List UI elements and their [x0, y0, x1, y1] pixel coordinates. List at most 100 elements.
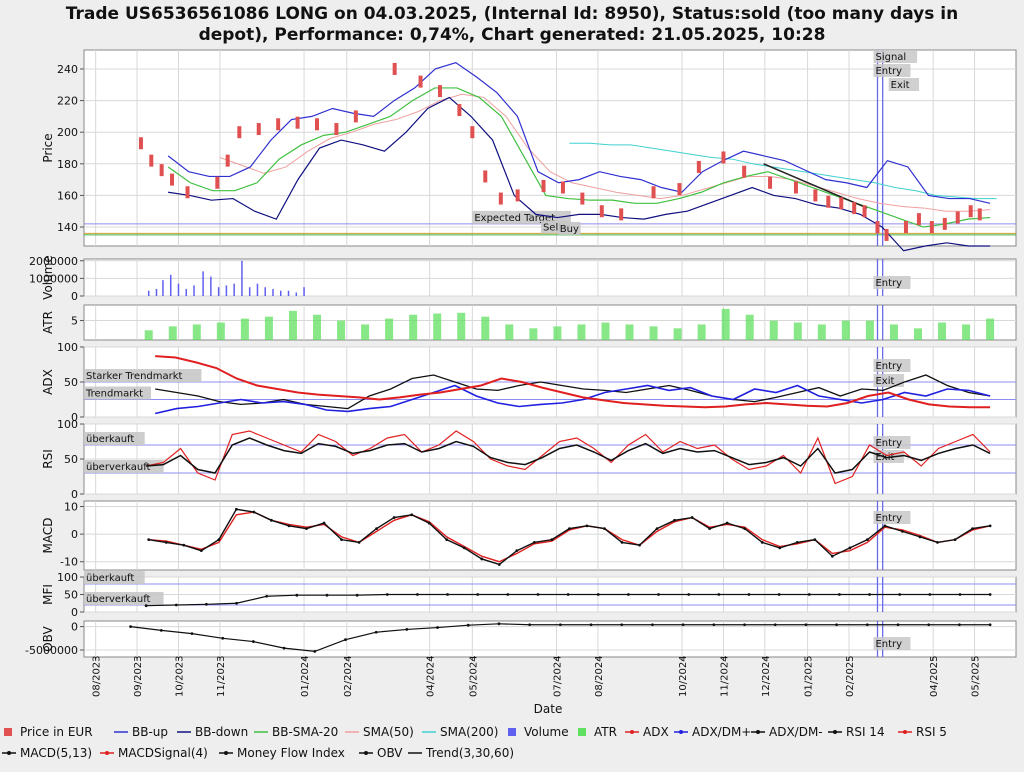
signal-label-bg	[873, 436, 911, 449]
legend-label: ADX/DM+	[692, 725, 751, 739]
x-tick-label: 08/2024	[594, 655, 605, 697]
obv-dot	[651, 623, 654, 627]
price-candle	[295, 116, 300, 129]
price-candle	[852, 202, 857, 215]
macd-dot	[830, 554, 834, 558]
price-candle	[138, 137, 143, 150]
atr-bar	[409, 314, 418, 340]
x-tick-label: 04/2025	[929, 655, 940, 697]
y-tick-label: 50	[64, 453, 78, 466]
x-tick-label: 04/2024	[426, 655, 437, 697]
price-candle	[742, 165, 747, 178]
price-candle	[560, 181, 565, 194]
legend-item: BB-up	[114, 725, 168, 739]
plot-area	[83, 258, 1017, 297]
y-axis-label: MACD	[41, 518, 55, 554]
trend-line	[763, 163, 868, 209]
price-candle	[696, 160, 701, 173]
legend-label: RSI 5	[916, 725, 947, 739]
x-axis-title: Date	[534, 702, 563, 716]
price-candle	[580, 192, 585, 205]
macd-dot	[287, 524, 291, 528]
price-candle	[418, 75, 423, 88]
atr-bar	[481, 316, 490, 340]
obv-dot	[497, 622, 501, 626]
legend-swatch-dot	[756, 730, 760, 734]
level-label: Sell	[543, 222, 561, 233]
atr-bar	[962, 324, 971, 340]
level-label: überkauft	[86, 434, 134, 445]
adx-dm-minus-line	[155, 374, 991, 410]
atr-bar	[505, 324, 514, 340]
price-candle	[315, 118, 319, 131]
mfi-dot	[838, 593, 841, 596]
macd-dot	[199, 549, 203, 553]
signal-label: Entry	[875, 513, 902, 524]
y-tick-label: 0	[71, 411, 78, 424]
mfi-dot	[958, 593, 962, 596]
mfi-dot	[235, 601, 238, 605]
atr-bar	[361, 324, 370, 340]
y-tick-label: 0	[71, 290, 78, 303]
obv-dot	[405, 628, 409, 631]
mfi-dot	[506, 593, 510, 596]
atr-bar	[192, 324, 201, 340]
legend-swatch-dot	[833, 730, 837, 734]
price-candle	[498, 192, 503, 205]
atr-bar	[673, 328, 682, 340]
price-candle	[437, 85, 442, 98]
macd-dot	[620, 541, 624, 544]
chart-title-line1: Trade US6536561086 LONG on 04.03.2025, (…	[66, 4, 958, 24]
obv-dot	[773, 623, 777, 627]
macd-dot	[795, 541, 799, 544]
price-candle	[483, 170, 488, 183]
atr-bar	[337, 320, 346, 340]
legend-label: BB-up	[132, 725, 168, 739]
level-label-bg	[84, 386, 151, 400]
legend-swatch	[4, 728, 12, 736]
macd-dot	[813, 538, 817, 542]
y-axis-label: ADX	[41, 369, 55, 395]
macd-dot	[585, 524, 589, 528]
macd-dot	[673, 518, 676, 522]
legend-item: SMA(200)	[422, 725, 498, 739]
level-label: Expected Target	[474, 213, 555, 224]
legend-label: Price in EUR	[20, 725, 93, 739]
atr-bar	[889, 324, 898, 340]
level-label: Trendmarkt	[85, 389, 143, 400]
bb-up-line	[167, 61, 991, 204]
legend-label: BB-down	[195, 725, 248, 739]
legend-swatch-dot	[224, 751, 228, 755]
sma50-line	[219, 93, 991, 212]
price-candle	[884, 228, 889, 241]
atr-bar	[313, 314, 321, 340]
panel-adx: 0 50 100 ADX Entry Exit Starker Trendmarkt Tren…	[41, 341, 1017, 424]
x-tick-label: 05/2024	[468, 655, 479, 697]
legend-item: Money Flow Index	[219, 746, 345, 760]
legend-label: MACDSignal(4)	[118, 746, 208, 760]
macd-dot	[375, 527, 378, 530]
signal-label-bg	[873, 276, 911, 289]
atr-bar	[625, 324, 634, 340]
macd-dot	[322, 521, 326, 525]
x-tick-label: 07/2024	[552, 655, 563, 697]
price-candle	[619, 208, 624, 221]
obv-dot	[927, 623, 931, 627]
signal-label: Entry	[875, 438, 902, 449]
price-candle	[215, 176, 220, 189]
price-candle	[170, 173, 175, 186]
macd-dot	[270, 518, 273, 522]
panel-price: 140 160 180 200 220 240 Price Signal Entry Exit Ex…	[41, 49, 1017, 247]
mfi-dot	[355, 593, 359, 597]
x-axis: 08/2023 09/2023 10/2023 11/2023 01/2024 02/20…	[92, 655, 982, 697]
macd-dot	[234, 507, 238, 511]
price-candle	[515, 189, 520, 202]
legend-item: BB-SMA-20	[254, 725, 338, 739]
panel-obv: -5000000 0 OBV Entry	[25, 620, 1017, 658]
atr-bar	[264, 316, 273, 340]
atr-bar	[144, 330, 153, 340]
y-tick-label: -10	[60, 556, 78, 569]
obv-dot	[804, 623, 808, 627]
signal-label: Entry	[875, 66, 902, 77]
